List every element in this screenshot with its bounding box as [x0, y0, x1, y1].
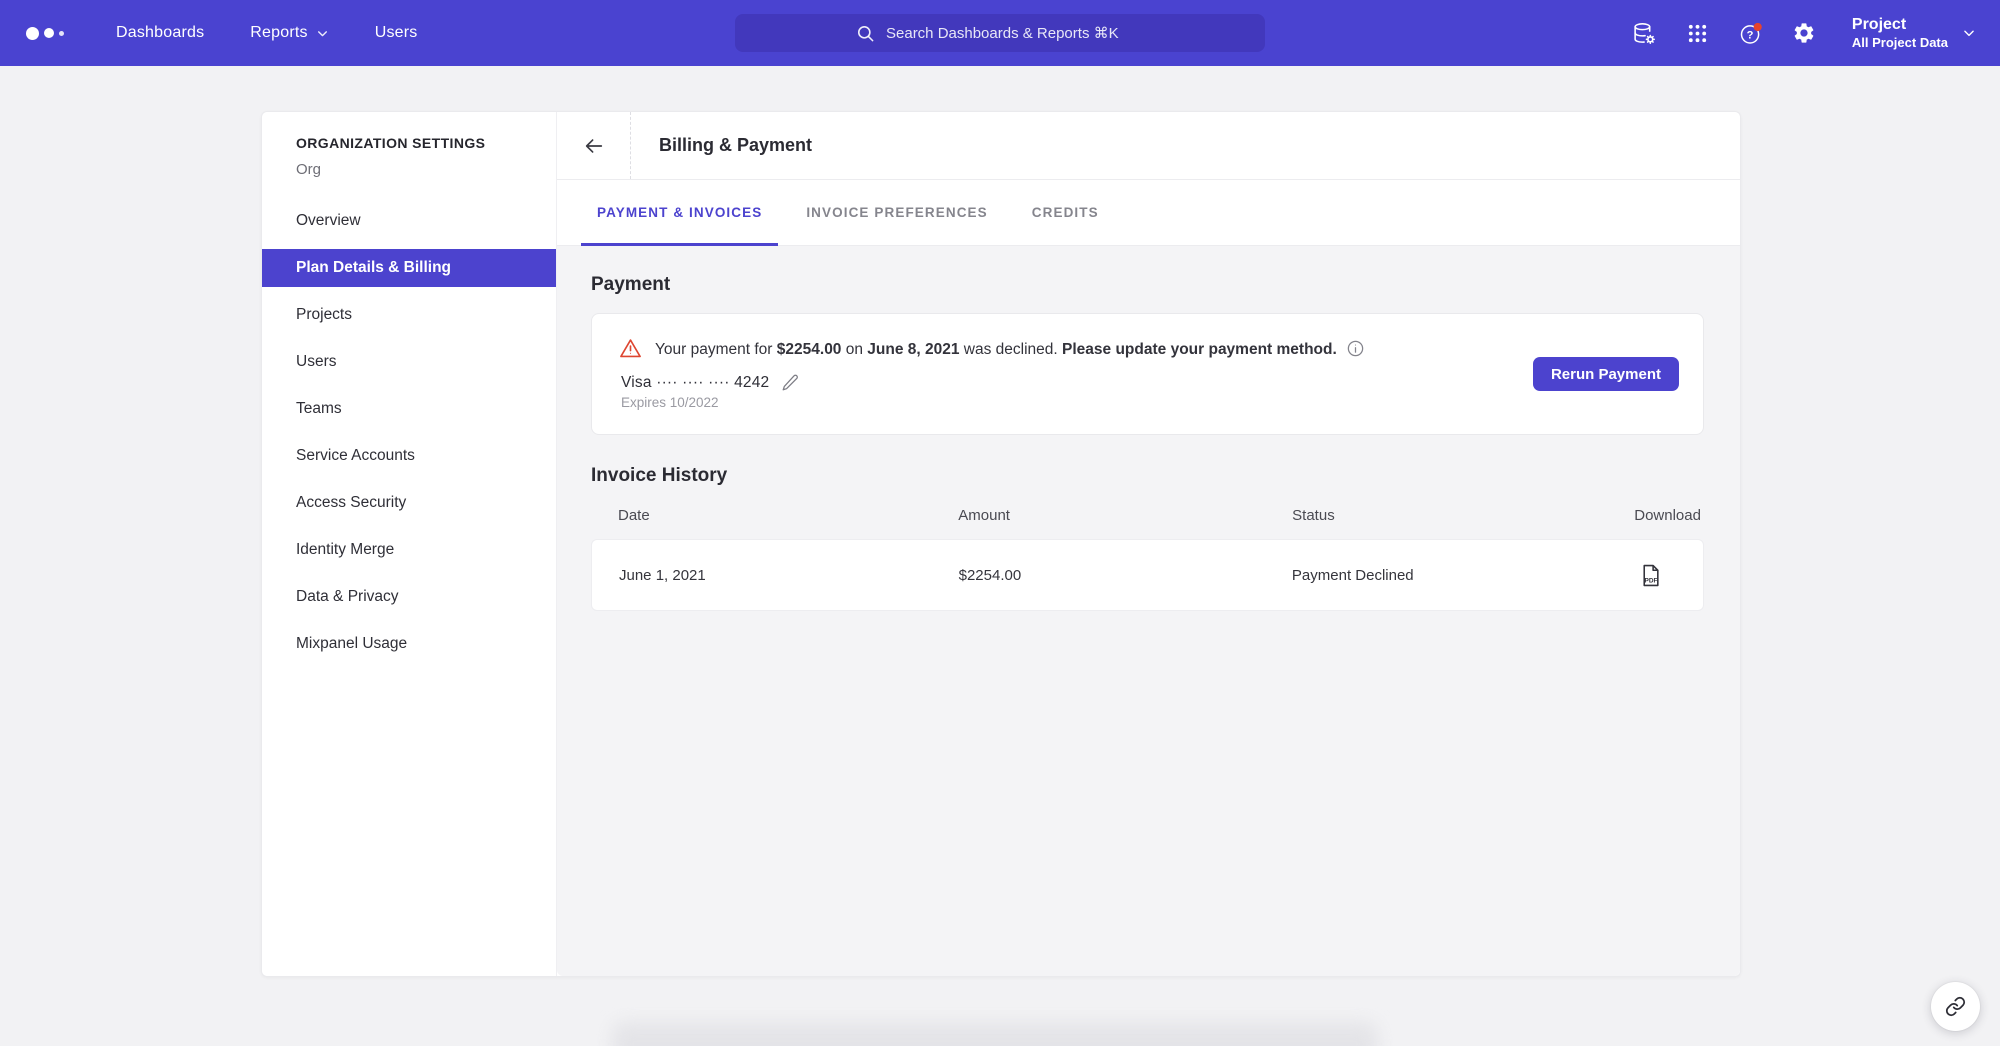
card-on-file-row: Visa ···· ···· ···· 4242: [619, 373, 1679, 392]
payment-invoices-body: Payment Your payment for $2254.00 on Jun…: [557, 246, 1740, 976]
payment-method-card: Your payment for $2254.00 on June 8, 202…: [591, 313, 1704, 435]
nav-users[interactable]: Users: [375, 24, 418, 42]
copy-link-button[interactable]: [1931, 982, 1980, 1031]
column-header-amount: Amount: [958, 506, 1010, 524]
invoice-table-header: Date Amount Status Download: [591, 491, 1704, 539]
nav-right-cluster: ? Project All Project Data: [1632, 0, 1976, 66]
column-header-download: Download: [1634, 506, 1701, 524]
table-row: June 1, 2021 $2254.00 Payment Declined P…: [591, 539, 1704, 611]
pencil-icon: [782, 374, 799, 391]
help-icon[interactable]: ?: [1738, 20, 1764, 46]
data-management-icon[interactable]: [1632, 20, 1658, 46]
project-switcher[interactable]: Project All Project Data: [1852, 15, 1976, 52]
declined-date: June 8, 2021: [867, 340, 960, 358]
page-title: Billing & Payment: [659, 135, 813, 155]
sidebar-item-data-privacy[interactable]: Data & Privacy: [296, 588, 399, 605]
nav-reports-label: Reports: [250, 24, 308, 41]
edit-card-button[interactable]: [781, 373, 800, 392]
top-nav: Dashboards Reports Users: [0, 0, 2000, 66]
sidebar-title: ORGANIZATION SETTINGS: [296, 135, 486, 151]
svg-text:PDF: PDF: [1645, 577, 1658, 584]
warning-triangle-icon: [620, 339, 641, 358]
sidebar-item-overview[interactable]: Overview: [296, 212, 361, 229]
rerun-payment-button[interactable]: Rerun Payment: [1532, 357, 1679, 391]
invoice-table: Date Amount Status Download June 1, 2021…: [591, 491, 1704, 611]
warning-message: Your payment for $2254.00 on June 8, 202…: [655, 339, 1365, 359]
pdf-download-icon: PDF: [1643, 564, 1659, 586]
card-expiry: Expires 10/2022: [621, 395, 719, 410]
sidebar-item-plan-details-billing[interactable]: Plan Details & Billing: [262, 249, 556, 287]
nav-users-label: Users: [374, 24, 418, 41]
link-icon: [1945, 996, 1966, 1017]
nav-dashboards-label: Dashboards: [116, 24, 205, 41]
invoice-date: June 1, 2021: [619, 566, 706, 584]
help-badge-dot: [1753, 22, 1762, 31]
project-switcher-value: All Project Data: [1851, 34, 1948, 50]
org-settings-sidebar: ORGANIZATION SETTINGS Org Overview Plan …: [262, 112, 557, 976]
tab-payment-invoices[interactable]: PAYMENT & INVOICES: [581, 180, 779, 246]
tab-credits[interactable]: CREDITS: [1031, 205, 1099, 220]
declined-amount: $2254.00: [776, 340, 842, 358]
billing-tabs: PAYMENT & INVOICES INVOICE PREFERENCES C…: [557, 180, 1740, 246]
arrow-left-icon: [585, 138, 602, 153]
search-icon: [857, 25, 874, 41]
payment-section-title: Payment: [591, 274, 671, 295]
sidebar-item-users[interactable]: Users: [296, 353, 337, 370]
billing-content: Billing & Payment PAYMENT & INVOICES INV…: [557, 112, 1740, 976]
invoice-amount: $2254.00: [958, 566, 1022, 584]
billing-header: Billing & Payment: [557, 112, 1740, 180]
sidebar-item-projects[interactable]: Projects: [296, 306, 352, 323]
sidebar-item-identity-merge[interactable]: Identity Merge: [296, 541, 395, 558]
payment-declined-warning: Your payment for $2254.00 on June 8, 202…: [619, 337, 1679, 360]
back-button[interactable]: [557, 112, 631, 179]
sidebar-org-name: Org: [296, 161, 322, 178]
settings-gear-icon[interactable]: [1791, 20, 1817, 46]
invoice-history-title: Invoice History: [591, 465, 728, 486]
column-header-date: Date: [618, 506, 650, 524]
global-search[interactable]: [735, 14, 1265, 52]
download-pdf-button[interactable]: PDF: [1640, 564, 1661, 587]
chevron-down-icon: [317, 30, 327, 36]
project-switcher-label: Project: [1851, 15, 1907, 33]
primary-nav: Dashboards Reports Users: [116, 24, 418, 42]
search-input[interactable]: [886, 24, 1144, 42]
sidebar-item-service-accounts[interactable]: Service Accounts: [296, 447, 415, 464]
bottom-toast-shadow: [612, 1022, 1378, 1046]
mixpanel-logo-icon[interactable]: [26, 26, 78, 40]
svg-text:?: ?: [1747, 29, 1754, 41]
tab-invoice-preferences[interactable]: INVOICE PREFERENCES: [806, 205, 988, 220]
nav-reports[interactable]: Reports: [250, 24, 328, 42]
org-settings-panel: ORGANIZATION SETTINGS Org Overview Plan …: [261, 111, 1741, 977]
sidebar-item-access-security[interactable]: Access Security: [296, 494, 407, 511]
sidebar-menu: Overview Plan Details & Billing Projects…: [262, 202, 556, 663]
invoice-status: Payment Declined: [1291, 566, 1414, 584]
sidebar-item-mixpanel-usage[interactable]: Mixpanel Usage: [296, 635, 408, 652]
update-method-emphasis: Please update your payment method.: [1062, 340, 1337, 358]
info-icon[interactable]: [1346, 339, 1365, 358]
nav-dashboards[interactable]: Dashboards: [116, 24, 204, 42]
chevron-down-icon: [1964, 30, 1974, 37]
sidebar-item-teams[interactable]: Teams: [296, 400, 342, 417]
card-on-file: Visa ···· ···· ···· 4242: [621, 373, 770, 391]
column-header-status: Status: [1292, 506, 1335, 524]
apps-grid-icon[interactable]: [1685, 20, 1711, 46]
